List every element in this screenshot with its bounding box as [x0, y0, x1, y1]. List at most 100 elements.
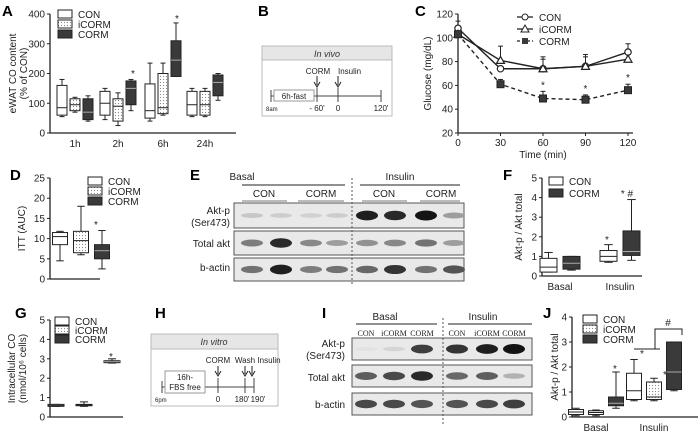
blot-band: [384, 210, 406, 221]
legend-label: CON: [569, 177, 591, 188]
x-tick-label: 30: [495, 138, 507, 149]
tick-180: 180': [235, 395, 250, 404]
x-tick-label: 60: [537, 138, 549, 149]
legend-label: CON: [603, 315, 625, 326]
significance-mark: *: [94, 220, 98, 231]
y-axis-label: (nmol/10⁶ cells): [18, 334, 29, 403]
y-tick-label: 80: [442, 57, 454, 68]
data-point: [622, 54, 634, 63]
legend-swatch: [582, 324, 598, 334]
in-vivo-title: In vivo: [314, 49, 340, 59]
legend-label: CORM: [539, 37, 570, 48]
box: [144, 83, 156, 119]
legend-label: iCORM: [539, 25, 572, 36]
box: [82, 98, 94, 121]
tick-190: 190': [251, 395, 266, 404]
legend-swatch: [87, 186, 103, 196]
y-tick-label: 200: [28, 69, 45, 80]
blot-band: [326, 239, 348, 247]
legend-label: CON: [78, 10, 100, 21]
legend-label: iCORM: [75, 326, 108, 337]
box: [112, 98, 124, 122]
in-vitro-title: In vitro: [200, 337, 227, 347]
blot-band: [270, 238, 292, 248]
significance-mark: *: [541, 80, 545, 91]
legend-label: CORM: [603, 335, 634, 346]
y-tick-label: 3: [531, 213, 537, 224]
data-point: [581, 95, 590, 104]
box: [626, 372, 642, 400]
legend-label: iCORM: [78, 20, 111, 31]
fast-label: 6h-fast: [282, 92, 307, 101]
y-axis-label: eWAT CO content: [8, 33, 19, 113]
row-aktp-i: Akt-p: [322, 339, 346, 350]
legend-label: CON: [108, 177, 130, 188]
x-tick-label: 0: [455, 138, 461, 149]
legend-swatch: [548, 188, 564, 198]
row-b-actin: b-actin: [200, 263, 230, 274]
significance-mark: *: [584, 84, 588, 95]
data-point: [537, 63, 549, 73]
tick-0: 0: [336, 104, 341, 113]
panel-label-d: D: [10, 167, 21, 184]
blot-band: [383, 346, 405, 352]
chart-a-ewat-co: 0 100 200 300 400 eWAT CO content (% of CON) 1h…: [8, 9, 236, 150]
legend-label: iCORM: [108, 187, 141, 198]
y-tick-label: 3: [39, 354, 45, 365]
panel-label-i: I: [322, 305, 326, 322]
blot-band: [415, 210, 437, 221]
chart-f-akt-ratio: 0 1 2 3 4 5 Akt-p / Akt total Basal Insulin CONCO…: [514, 174, 642, 293]
blot-band: [476, 399, 498, 409]
box: [52, 232, 68, 246]
row-ser473-i: (Ser473): [306, 351, 345, 362]
y-tick-label: 2: [531, 232, 537, 243]
panel-label-j: J: [543, 305, 551, 322]
y-tick-label: 0: [561, 413, 567, 424]
y-tick-label: 0: [39, 129, 45, 140]
blot-band: [383, 371, 405, 381]
y-tick-label: 20: [442, 129, 454, 140]
x-tick-label: Insulin: [640, 423, 669, 434]
blot-band: [355, 399, 377, 409]
legend-swatch: [582, 314, 598, 324]
legend-label: CORM: [108, 197, 139, 208]
fbs-label-1: 16h-: [177, 373, 193, 382]
panel-label-c: C: [415, 3, 426, 20]
y-tick-label: 3: [561, 338, 567, 349]
start-time: 8am: [266, 107, 278, 113]
blot-band: [356, 239, 378, 247]
box: [186, 90, 198, 116]
blot-band: [476, 372, 498, 380]
panel-label-h: H: [155, 305, 166, 322]
legend-swatch: [582, 334, 598, 344]
significance-mark: *: [640, 349, 644, 360]
row-b-actin-i: b-actin: [315, 400, 345, 411]
x-tick-label: 90: [580, 138, 592, 149]
y-tick-label: 5: [531, 174, 537, 185]
y-tick-label: 5: [39, 316, 45, 327]
basal-header-i: Basal: [372, 312, 397, 323]
corm-label: CORM: [306, 67, 331, 76]
legend-swatch: [57, 29, 73, 39]
y-tick-label: 2: [561, 363, 567, 374]
tick-0-h: 0: [216, 395, 221, 404]
chart-c-glucose: 20 40 60 80 100 120 Glucose (mg/dL) 0 30 60 90 120 T…: [423, 10, 637, 162]
x-tick-label: 2h: [112, 139, 123, 150]
blot-band: [443, 212, 465, 219]
blot-strip: [351, 364, 533, 388]
x-axis-label: Time (min): [519, 150, 566, 161]
y-tick-label: 0: [39, 413, 45, 424]
significance-mark: *: [131, 69, 135, 80]
legend-swatch: [57, 19, 73, 29]
significance-mark: *: [175, 14, 179, 25]
blot-band: [355, 346, 377, 352]
panel-label-g: G: [15, 305, 27, 322]
blot-band: [270, 213, 292, 218]
box: [212, 74, 224, 97]
y-tick-label: 4: [39, 335, 45, 346]
box: [608, 396, 624, 407]
insulin-header: Insulin: [386, 172, 415, 183]
row-total-akt-i: Total akt: [308, 373, 345, 384]
legend-swatch: [548, 176, 564, 186]
